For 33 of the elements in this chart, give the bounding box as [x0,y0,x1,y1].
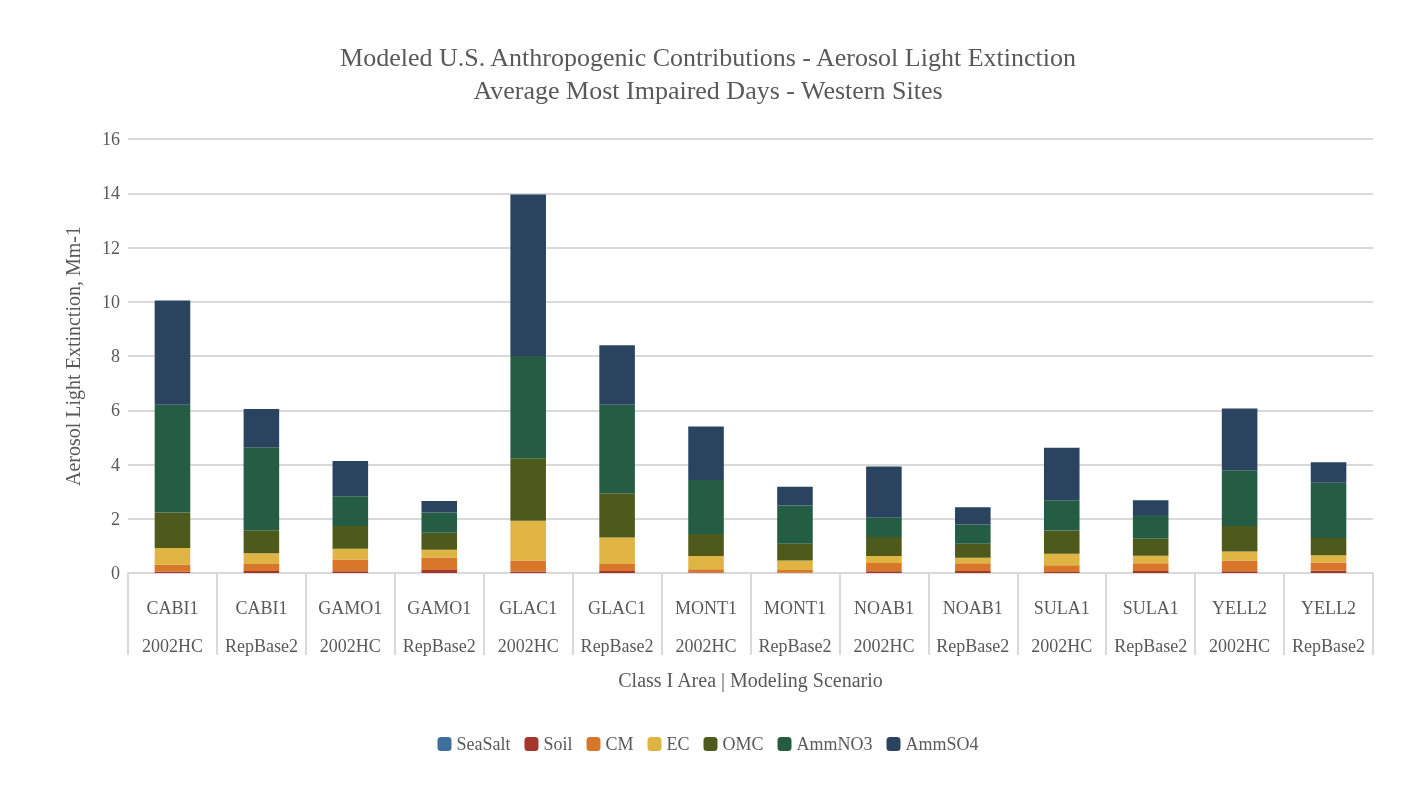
x-tick-label: MONT1 RepBase2 [758,598,832,656]
legend-label: CM [605,734,634,754]
y-tick-label: 10 [102,291,120,312]
legend-label: EC [666,734,690,754]
y-tick-label: 12 [102,237,120,258]
y-tick-label: 4 [111,454,120,475]
y-tick-label: 6 [111,400,120,421]
x-tick-label: SULA1 RepBase2 [1114,598,1188,656]
x-tick-label: YELL2 2002HC [1209,598,1271,656]
legend-label: SeaSalt [456,734,511,754]
y-tick-label: 14 [102,183,120,204]
x-tick-label: GAMO1 RepBase2 [402,598,476,656]
x-tick-label: GAMO1 2002HC [318,598,383,656]
y-tick-label: 2 [111,508,120,529]
x-tick-label: SULA1 2002HC [1031,598,1093,656]
legend-label: AmmNO3 [796,734,873,754]
x-tick-label: NOAB1 RepBase2 [936,598,1010,656]
chart-title: Modeled U.S. Anthropogenic Contributions - Aerosol Light Extinction Average Most Impaired Days - Western Sites [340,43,1076,105]
x-axis-title: Class I Area | Modeling Scenario [618,668,883,692]
legend-label: OMC [722,734,764,754]
x-tick-label: GLAC1 2002HC [497,598,559,656]
legend-label: AmmSO4 [905,734,979,754]
x-tick-label: YELL2 RepBase2 [1292,598,1366,656]
x-tick-label: MONT1 2002HC [675,598,738,656]
x-tick-label: NOAB1 2002HC [853,598,915,656]
x-tick-label: GLAC1 RepBase2 [580,598,654,656]
y-tick-label: 16 [102,129,120,149]
x-tick-label: CABI1 2002HC [141,598,203,656]
y-tick-label: 8 [111,346,120,366]
legend-label: Soil [543,734,573,754]
y-tick-label: 0 [111,563,120,583]
x-tick-label: CABI1 RepBase2 [224,598,298,656]
y-axis-title: Aerosol Light Extinction, Mm-1 [62,226,85,486]
